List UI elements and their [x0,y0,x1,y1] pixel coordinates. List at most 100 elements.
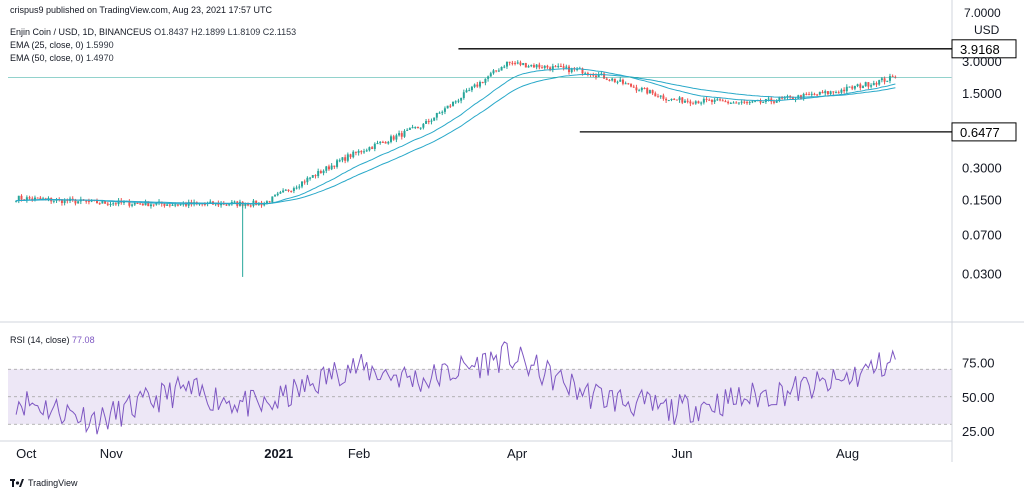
symbol-header[interactable]: Enjin Coin / USD, 1D, BINANCEUS O1.8437 … [10,27,296,37]
x-tick-label: Oct [16,446,37,461]
candle-body [263,203,266,206]
candle-body [716,99,719,101]
candle-body [781,97,784,99]
candle-body [495,70,498,72]
candle-body [357,151,360,153]
candle-body [139,203,142,205]
tradingview-logo[interactable]: TradingView [10,478,78,488]
candle-body [131,204,134,206]
candle-body [433,117,436,121]
candle-body [861,86,864,88]
candle-body [530,65,533,67]
candle-body [640,88,643,91]
level-label-box [951,122,1017,142]
candle-body [398,133,401,136]
candle-body [535,64,538,68]
candle-body [228,204,231,206]
candle-body [880,78,883,81]
ohlc-close: 2.1153 [269,27,297,37]
rsi-tick-label: 75.00 [962,355,995,370]
candle-body [443,108,446,112]
candle-body [559,65,562,67]
y-tick-label: 3.0000 [962,54,1002,69]
candle-body [551,66,554,70]
candle-body [279,192,282,194]
candle-body [28,197,31,199]
candle-body [875,83,878,85]
candle-body [576,69,579,71]
candle-body [176,204,179,206]
candle-body [727,101,730,104]
candle-body [52,200,55,202]
candle-body [327,166,330,170]
candle-body [821,91,824,94]
candle-body [643,88,646,90]
ohlc-low-label: L [227,27,233,37]
candle-body [411,127,414,129]
y-tick-label: 0.0300 [962,267,1002,282]
candle-body [810,93,813,95]
candle-body [112,203,115,205]
candle-body [77,201,80,204]
rsi-legend[interactable]: RSI (14, close) 77.08 [10,335,95,345]
candle-body [783,97,786,99]
candle-body [670,98,673,101]
ohlc-close-label: C [262,27,270,37]
ohlc-open: 1.8437 [161,27,189,37]
rsi-value: 77.08 [72,335,95,345]
candle-body [255,200,258,205]
candle-body [594,75,597,77]
candle-body [619,79,622,82]
candle-body [354,151,357,153]
ema50-label: EMA (50, close, 0) [10,53,84,63]
rsi-tick-label: 50.00 [962,390,995,405]
candle-body [462,92,465,98]
candles [15,60,897,209]
candle-body [665,98,668,101]
candle-body [775,100,778,103]
candle-body [867,82,870,87]
candle-body [389,136,392,142]
candle-body [541,67,544,69]
candle-body [47,198,50,200]
candle-body [487,76,490,79]
candle-body [163,203,166,206]
candle-body [802,93,805,99]
candle-body [284,189,287,191]
candle-body [673,98,676,100]
candle-body [403,130,406,137]
candle-body [565,66,568,68]
candle-body [457,100,460,102]
candle-body [840,89,843,93]
candle-body [708,99,711,101]
candle-body [317,171,320,177]
candle-body [330,165,333,170]
x-tick-label: Aug [836,446,859,461]
candle-body [791,96,794,100]
candle-body [505,61,508,67]
candle-body [325,166,328,171]
x-tick-label: Jun [671,446,692,461]
candle-body [683,100,686,103]
x-tick-label: Nov [100,446,124,461]
candle-body [848,86,851,88]
candle-body [519,62,522,65]
ema50-legend[interactable]: EMA (50, close, 0) 1.4970 [10,53,114,63]
ema50-value: 1.4970 [86,53,114,63]
candle-body [522,63,525,65]
candle-body [759,100,762,103]
ema25-legend[interactable]: EMA (25, close, 0) 1.5990 [10,40,114,50]
candle-body [90,199,93,202]
candle-body [336,160,339,167]
candle-body [697,101,700,104]
tradingview-logo-icon [10,479,24,487]
candle-body [837,92,840,94]
candle-body [276,193,279,196]
candle-body [654,93,657,97]
candle-body [39,197,42,200]
candle-body [489,73,492,77]
publisher-line: crispus9 published on TradingView.com, A… [10,5,272,15]
candle-body [122,201,125,203]
candle-body [646,88,649,94]
candle-body [813,93,816,95]
